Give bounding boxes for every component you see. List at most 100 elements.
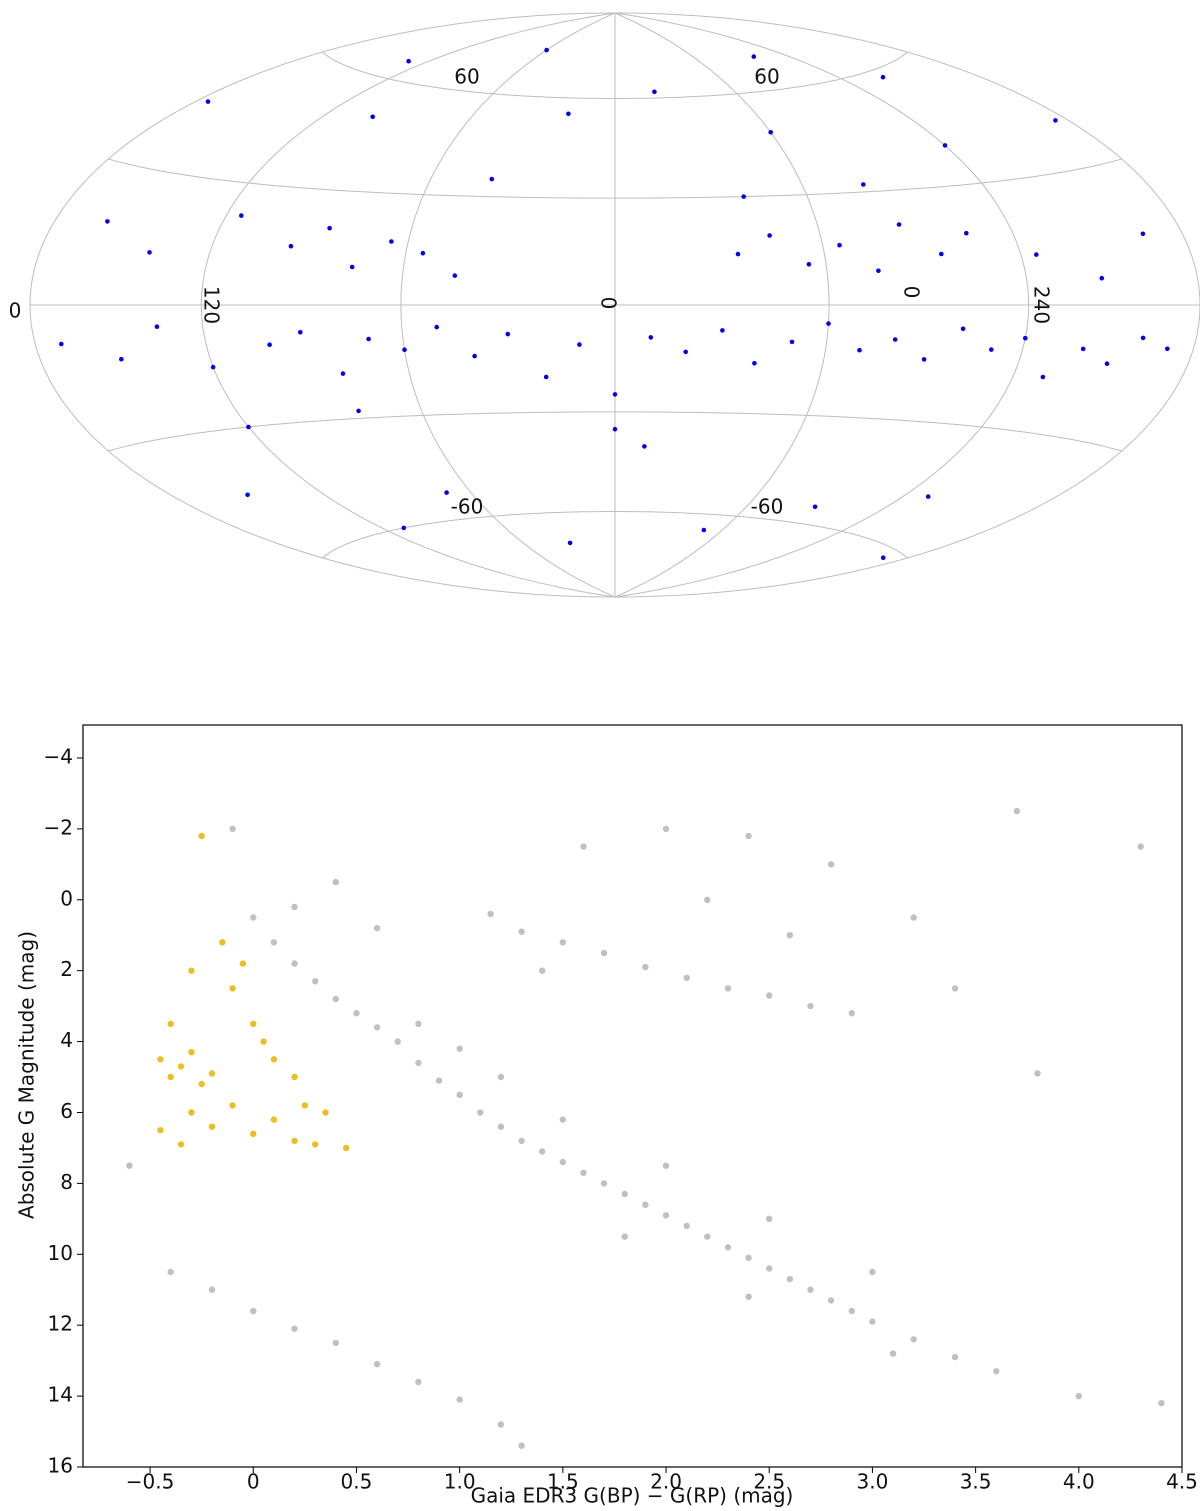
sky-point [989, 347, 994, 352]
data-point [270, 1116, 278, 1123]
sky-point [942, 143, 948, 148]
sky-point [892, 337, 898, 342]
x-axis-label: Gaia EDR3 G(BP) − G(RP) (mag) [471, 1484, 794, 1508]
data-point [373, 1361, 381, 1368]
x-tick-label: 1.5 [547, 1470, 579, 1494]
sky-point [683, 349, 688, 355]
sky-point [735, 251, 741, 257]
sky-point [652, 89, 657, 95]
data-point [1034, 1070, 1041, 1077]
x-tick-label: −0.5 [126, 1470, 175, 1494]
data-point [827, 861, 835, 868]
sky-point [239, 213, 244, 218]
data-point [373, 1024, 381, 1031]
data-point [745, 1254, 752, 1262]
data-point [208, 1070, 216, 1077]
data-point [477, 1109, 484, 1116]
y-tick-label: 2 [60, 957, 73, 981]
data-point [807, 1286, 814, 1293]
data-point [662, 1162, 670, 1169]
sky-point [789, 339, 795, 345]
sky-point [406, 58, 411, 64]
sky-point [752, 361, 757, 366]
data-point [456, 1091, 463, 1099]
data-point [270, 939, 278, 946]
x-tick-label: 1.0 [444, 1470, 476, 1494]
data-point [724, 985, 732, 992]
sky-border [29, 12, 1200, 598]
longitude-label: 120 [200, 286, 224, 324]
sky-point [472, 353, 477, 359]
sky-point [1023, 335, 1028, 341]
parallel-line [108, 158, 1122, 199]
data-point [559, 1116, 566, 1123]
sky-point [210, 364, 216, 370]
plot-frame [82, 724, 1183, 1468]
data-point [291, 960, 298, 967]
data-point [889, 1350, 897, 1357]
data-point [683, 1222, 690, 1230]
data-point [332, 1339, 339, 1347]
sky-point [741, 194, 746, 199]
sky-point [612, 426, 618, 432]
sky-point [389, 239, 394, 244]
sky-point [402, 347, 407, 353]
data-point [167, 1268, 174, 1276]
data-point [167, 1073, 174, 1081]
data-point [497, 1123, 505, 1130]
data-point [724, 1244, 732, 1251]
sky-point [861, 182, 866, 187]
data-point [312, 1141, 319, 1148]
data-point [456, 1396, 463, 1403]
data-point [332, 878, 339, 886]
longitude-label: 0 [597, 297, 621, 310]
x-tick-label: 4.0 [1063, 1470, 1095, 1494]
data-point [766, 1215, 773, 1223]
y-tick-label: 6 [60, 1099, 73, 1123]
sky-point [288, 243, 294, 249]
x-tick-label: 3.5 [960, 1470, 992, 1494]
data-point [662, 1212, 670, 1219]
data-point [456, 1045, 463, 1052]
sky-point [59, 341, 64, 347]
data-point [312, 978, 319, 985]
sky-point [751, 54, 757, 59]
data-point [250, 1307, 257, 1315]
sky-point [245, 492, 250, 498]
x-tick-label: 0.5 [341, 1470, 373, 1494]
data-point [518, 928, 525, 935]
data-point [827, 1297, 835, 1304]
data-point [291, 1325, 298, 1332]
data-point [250, 1020, 257, 1028]
data-point [869, 1318, 876, 1325]
sky-point [119, 356, 124, 362]
sky-point [105, 219, 110, 224]
latitude-label: 60 [754, 65, 779, 89]
sky-point [566, 111, 571, 117]
latitude-label: 60 [454, 65, 479, 89]
data-point [580, 843, 587, 850]
point-series [157, 832, 350, 1152]
data-point [580, 1169, 587, 1177]
point-series [126, 807, 1165, 1449]
data-point [415, 1020, 422, 1028]
data-point [993, 1368, 1000, 1375]
sky-point [349, 264, 355, 270]
sky-point [1104, 361, 1110, 367]
sky-point [366, 336, 371, 342]
longitude-label: 240 [1030, 286, 1054, 324]
sky-point [896, 222, 902, 227]
data-point [600, 949, 608, 957]
data-point [157, 1056, 164, 1063]
sky-point [567, 540, 573, 546]
data-point [951, 1353, 959, 1361]
sky-point [434, 324, 440, 330]
sky-point [812, 504, 818, 510]
data-point [126, 1162, 133, 1169]
data-point [766, 992, 773, 999]
data-point [415, 1378, 422, 1386]
data-point [1013, 807, 1021, 815]
sky-point [939, 251, 944, 257]
sky-point [1140, 231, 1146, 237]
